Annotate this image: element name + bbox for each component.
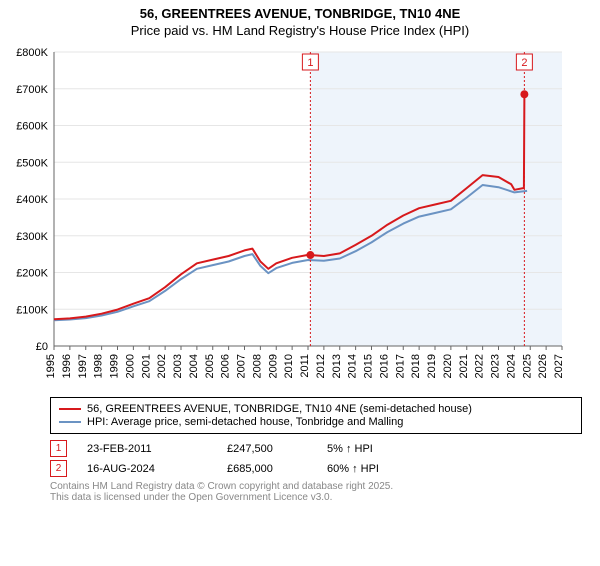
svg-text:2009: 2009 xyxy=(267,354,279,378)
svg-text:£100K: £100K xyxy=(16,304,48,316)
chart-title-2: Price paid vs. HM Land Registry's House … xyxy=(0,23,600,38)
svg-text:2013: 2013 xyxy=(331,354,343,378)
svg-text:2: 2 xyxy=(521,57,527,69)
svg-text:£600K: £600K xyxy=(16,121,48,133)
svg-text:2027: 2027 xyxy=(553,354,565,378)
svg-text:2005: 2005 xyxy=(204,354,216,378)
legend-swatch xyxy=(59,421,81,423)
svg-text:2019: 2019 xyxy=(426,354,438,378)
svg-text:2018: 2018 xyxy=(410,354,422,378)
svg-text:1996: 1996 xyxy=(61,354,73,378)
legend-label: 56, GREENTREES AVENUE, TONBRIDGE, TN10 4… xyxy=(87,403,472,415)
svg-text:2020: 2020 xyxy=(442,354,454,378)
marker-date: 23-FEB-2011 xyxy=(87,443,207,455)
marker-hpi: 5% ↑ HPI xyxy=(327,443,373,455)
svg-text:2006: 2006 xyxy=(220,354,232,378)
svg-text:£200K: £200K xyxy=(16,268,48,280)
svg-text:£800K: £800K xyxy=(16,47,48,59)
svg-text:2000: 2000 xyxy=(124,354,136,378)
svg-text:1995: 1995 xyxy=(45,354,57,378)
marker-table: 1 23-FEB-2011 £247,500 5% ↑ HPI 2 16-AUG… xyxy=(50,440,582,477)
svg-text:1: 1 xyxy=(307,57,313,69)
marker-price: £247,500 xyxy=(227,443,307,455)
marker-row: 2 16-AUG-2024 £685,000 60% ↑ HPI xyxy=(50,460,582,477)
svg-text:2021: 2021 xyxy=(458,354,470,378)
legend-item: 56, GREENTREES AVENUE, TONBRIDGE, TN10 4… xyxy=(59,403,573,415)
marker-number-box: 2 xyxy=(50,460,67,477)
svg-text:1999: 1999 xyxy=(109,354,121,378)
legend-label: HPI: Average price, semi-detached house,… xyxy=(87,416,403,428)
svg-text:2007: 2007 xyxy=(236,354,248,378)
svg-text:2014: 2014 xyxy=(347,354,359,378)
svg-text:2003: 2003 xyxy=(172,354,184,378)
footer-line: Contains HM Land Registry data © Crown c… xyxy=(50,481,582,492)
svg-text:2016: 2016 xyxy=(378,354,390,378)
legend-swatch xyxy=(59,408,81,410)
svg-text:2011: 2011 xyxy=(299,354,311,378)
svg-text:2025: 2025 xyxy=(521,354,533,378)
svg-text:2012: 2012 xyxy=(315,354,327,378)
svg-text:2022: 2022 xyxy=(474,354,486,378)
svg-text:2015: 2015 xyxy=(363,354,375,378)
svg-text:1998: 1998 xyxy=(93,354,105,378)
svg-text:2004: 2004 xyxy=(188,354,200,378)
marker-price: £685,000 xyxy=(227,463,307,475)
chart-title-1: 56, GREENTREES AVENUE, TONBRIDGE, TN10 4… xyxy=(0,6,600,21)
svg-text:2024: 2024 xyxy=(505,354,517,378)
marker-date: 16-AUG-2024 xyxy=(87,463,207,475)
marker-number: 2 xyxy=(56,463,62,474)
svg-text:£400K: £400K xyxy=(16,194,48,206)
svg-text:£0: £0 xyxy=(36,341,48,353)
footer-line: This data is licensed under the Open Gov… xyxy=(50,492,582,503)
svg-text:2002: 2002 xyxy=(156,354,168,378)
svg-text:2010: 2010 xyxy=(283,354,295,378)
legend: 56, GREENTREES AVENUE, TONBRIDGE, TN10 4… xyxy=(50,397,582,434)
svg-text:2026: 2026 xyxy=(537,354,549,378)
svg-text:£500K: £500K xyxy=(16,157,48,169)
svg-text:2023: 2023 xyxy=(490,354,502,378)
marker-number: 1 xyxy=(56,443,62,454)
svg-text:2017: 2017 xyxy=(394,354,406,378)
chart-container: £0 £100K £200K £300K £400K £500K £600K £700K £80… xyxy=(8,46,582,391)
footer: Contains HM Land Registry data © Crown c… xyxy=(50,481,582,503)
svg-text:£700K: £700K xyxy=(16,84,48,96)
marker-hpi: 60% ↑ HPI xyxy=(327,463,379,475)
svg-text:1997: 1997 xyxy=(77,354,89,378)
svg-text:2001: 2001 xyxy=(140,354,152,378)
svg-text:2008: 2008 xyxy=(251,354,263,378)
price-chart: £0 £100K £200K £300K £400K £500K £600K £700K £80… xyxy=(8,46,568,386)
marker-number-box: 1 xyxy=(50,440,67,457)
marker-row: 1 23-FEB-2011 £247,500 5% ↑ HPI xyxy=(50,440,582,457)
svg-text:£300K: £300K xyxy=(16,231,48,243)
legend-item: HPI: Average price, semi-detached house,… xyxy=(59,416,573,428)
